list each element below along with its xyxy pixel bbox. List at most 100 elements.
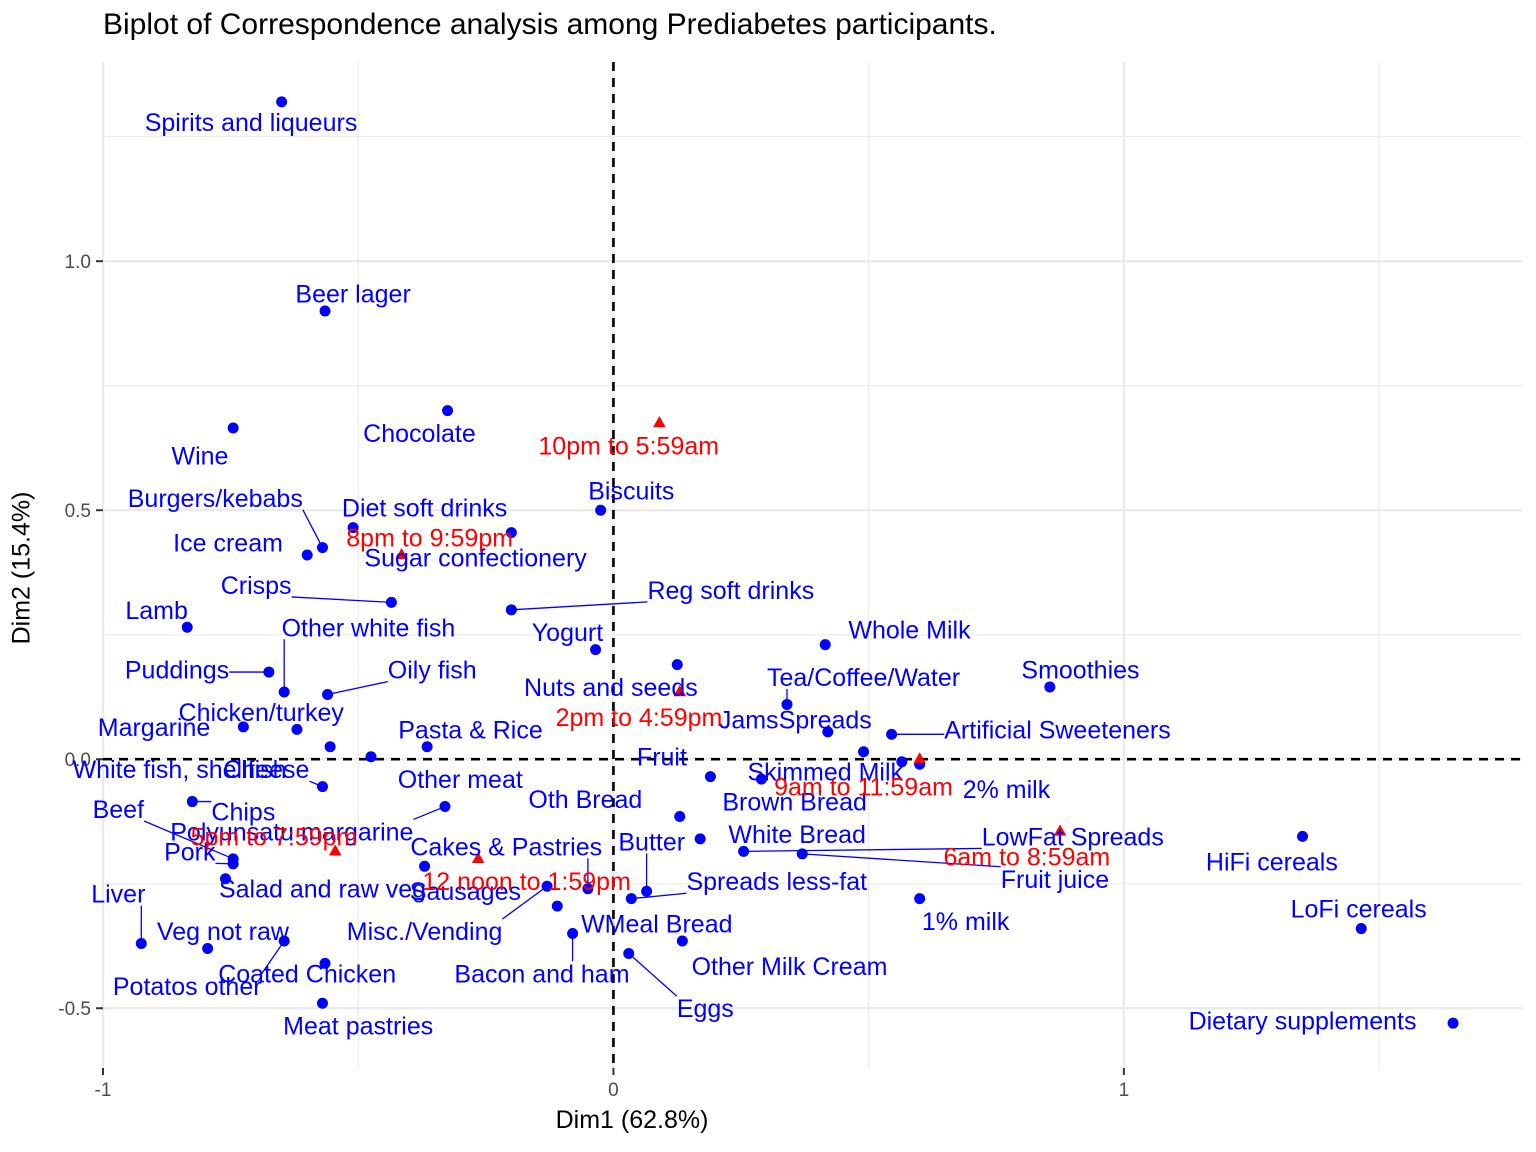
x-tick-label: -1 xyxy=(95,1080,112,1101)
x-axis-label: Dim1 (62.8%) xyxy=(555,1106,709,1134)
row-point-label: Artificial Sweeteners xyxy=(944,716,1170,744)
row-point-label: Chips xyxy=(211,799,275,827)
y-tick-label: -0.5 xyxy=(58,999,91,1020)
column-point-marker xyxy=(328,844,342,856)
leader-line xyxy=(511,601,648,611)
row-point-label: 1% milk xyxy=(922,908,1010,936)
row-point-marker xyxy=(186,796,198,808)
row-point-marker xyxy=(365,751,377,763)
row-point-marker xyxy=(324,741,336,753)
row-point-label: Tea/Coffee/Water xyxy=(767,664,960,692)
row-point-label: Whole Milk xyxy=(848,617,971,645)
row-point-label: HiFi cereals xyxy=(1206,848,1338,876)
row-point-marker xyxy=(301,549,313,561)
column-point-marker xyxy=(673,684,687,697)
column-point-label: 12 noon to 1:59pm xyxy=(422,868,631,896)
row-point-label: Chicken/turkey xyxy=(179,699,345,727)
row-point-label: Yogurt xyxy=(532,619,603,647)
row-point-label: Oth Bread xyxy=(528,786,642,814)
row-point-marker xyxy=(1044,681,1056,693)
leader-line xyxy=(628,952,678,997)
row-point-label: Cheese xyxy=(223,756,309,784)
row-point-label: Lamb xyxy=(125,597,188,625)
row-point-marker xyxy=(896,756,908,768)
row-point-marker xyxy=(220,873,232,885)
row-point-marker xyxy=(567,928,579,940)
column-point-marker xyxy=(395,548,408,560)
row-point-label: White fish, shellfish xyxy=(73,756,287,784)
row-point-marker xyxy=(671,659,683,671)
row-point-marker xyxy=(822,726,834,738)
column-point-marker xyxy=(471,851,485,864)
row-point-label: Spreads xyxy=(779,706,872,734)
x-tick-label: 0 xyxy=(608,1080,619,1101)
column-point-marker xyxy=(913,752,926,764)
row-point-marker xyxy=(316,781,328,793)
row-point-label: Puddings xyxy=(125,657,229,685)
row-point-marker xyxy=(755,773,767,785)
column-point-marker xyxy=(653,416,666,428)
row-point-label: Crisps xyxy=(221,572,292,600)
row-point-label: Salad and raw veg xyxy=(219,876,426,904)
row-point-marker xyxy=(135,937,147,949)
row-point-marker xyxy=(738,845,750,857)
row-point-marker xyxy=(595,504,607,516)
row-point-label: Jams xyxy=(719,706,779,734)
row-point-marker xyxy=(278,686,290,698)
row-point-marker xyxy=(1297,830,1309,842)
row-point-marker xyxy=(316,997,328,1009)
row-point-marker xyxy=(582,883,594,895)
row-point-label: Margarine xyxy=(98,714,211,742)
leader-line xyxy=(743,847,982,853)
y-tick-label: 0.5 xyxy=(65,501,91,522)
row-point-label: Cakes & Pastries xyxy=(410,833,602,861)
column-point-label: 8pm to 9:59pm xyxy=(346,525,513,553)
row-point-marker xyxy=(1355,923,1367,935)
row-point-label: Skimmed Milk xyxy=(747,759,903,787)
row-point-label: Nuts and seeds xyxy=(524,674,698,702)
row-point-label: Wine xyxy=(171,442,228,470)
point-labels: Spirits and liqueurs Beer lager Chocolate W… xyxy=(73,109,1427,1041)
row-point-label: Bacon and ham xyxy=(454,960,629,988)
row-point-label: Sausages xyxy=(410,878,521,906)
row-point-marker xyxy=(419,860,431,872)
column-point-marker xyxy=(1053,824,1067,836)
leader-line xyxy=(631,892,687,900)
row-point-label: Ice cream xyxy=(173,530,283,558)
row-point-label: WMeal Bread xyxy=(581,911,732,939)
row-point-marker xyxy=(694,833,706,845)
row-point-label: LowFat Spreads xyxy=(982,823,1164,851)
row-point-label: Meat pastries xyxy=(283,1013,433,1041)
row-point-label: Fruit juice xyxy=(1001,866,1109,894)
row-point-label: Potatos other xyxy=(113,973,262,1001)
row-point-marker xyxy=(704,771,716,783)
row-point-label: Oily fish xyxy=(388,657,477,685)
row-point-marker xyxy=(278,935,290,947)
row-point-marker xyxy=(781,698,793,710)
row-point-label: Pasta & Rice xyxy=(398,716,543,744)
label-leader-lines xyxy=(140,509,1001,997)
row-point-label: Sugar confectionery xyxy=(364,545,587,573)
row-point-marker xyxy=(505,527,517,539)
leader-line xyxy=(413,805,446,821)
row-point-marker xyxy=(796,848,808,860)
y-tick-label: 0.0 xyxy=(65,750,91,771)
row-point-marker xyxy=(421,741,433,753)
chart-title: Biplot of Correspondence analysis among … xyxy=(103,8,997,41)
row-point-label: Other meat xyxy=(398,766,523,794)
row-point-label: Spreads less-fat xyxy=(686,868,867,896)
row-point-marker xyxy=(227,858,239,870)
row-point-marker xyxy=(858,746,870,758)
row-point-marker xyxy=(674,811,686,822)
leader-line xyxy=(261,940,285,975)
row-point-label: Beef xyxy=(93,796,144,824)
row-point-label: Coated Chicken xyxy=(218,960,396,988)
column-point-label: 2pm to 4:59pm xyxy=(556,704,723,732)
data-points xyxy=(135,96,1459,1029)
leader-line xyxy=(302,509,324,548)
row-point-marker xyxy=(590,644,602,656)
row-point-marker xyxy=(181,621,193,633)
column-point-label: 9am to 11:59am xyxy=(774,774,953,802)
reference-lines xyxy=(103,62,1522,1068)
